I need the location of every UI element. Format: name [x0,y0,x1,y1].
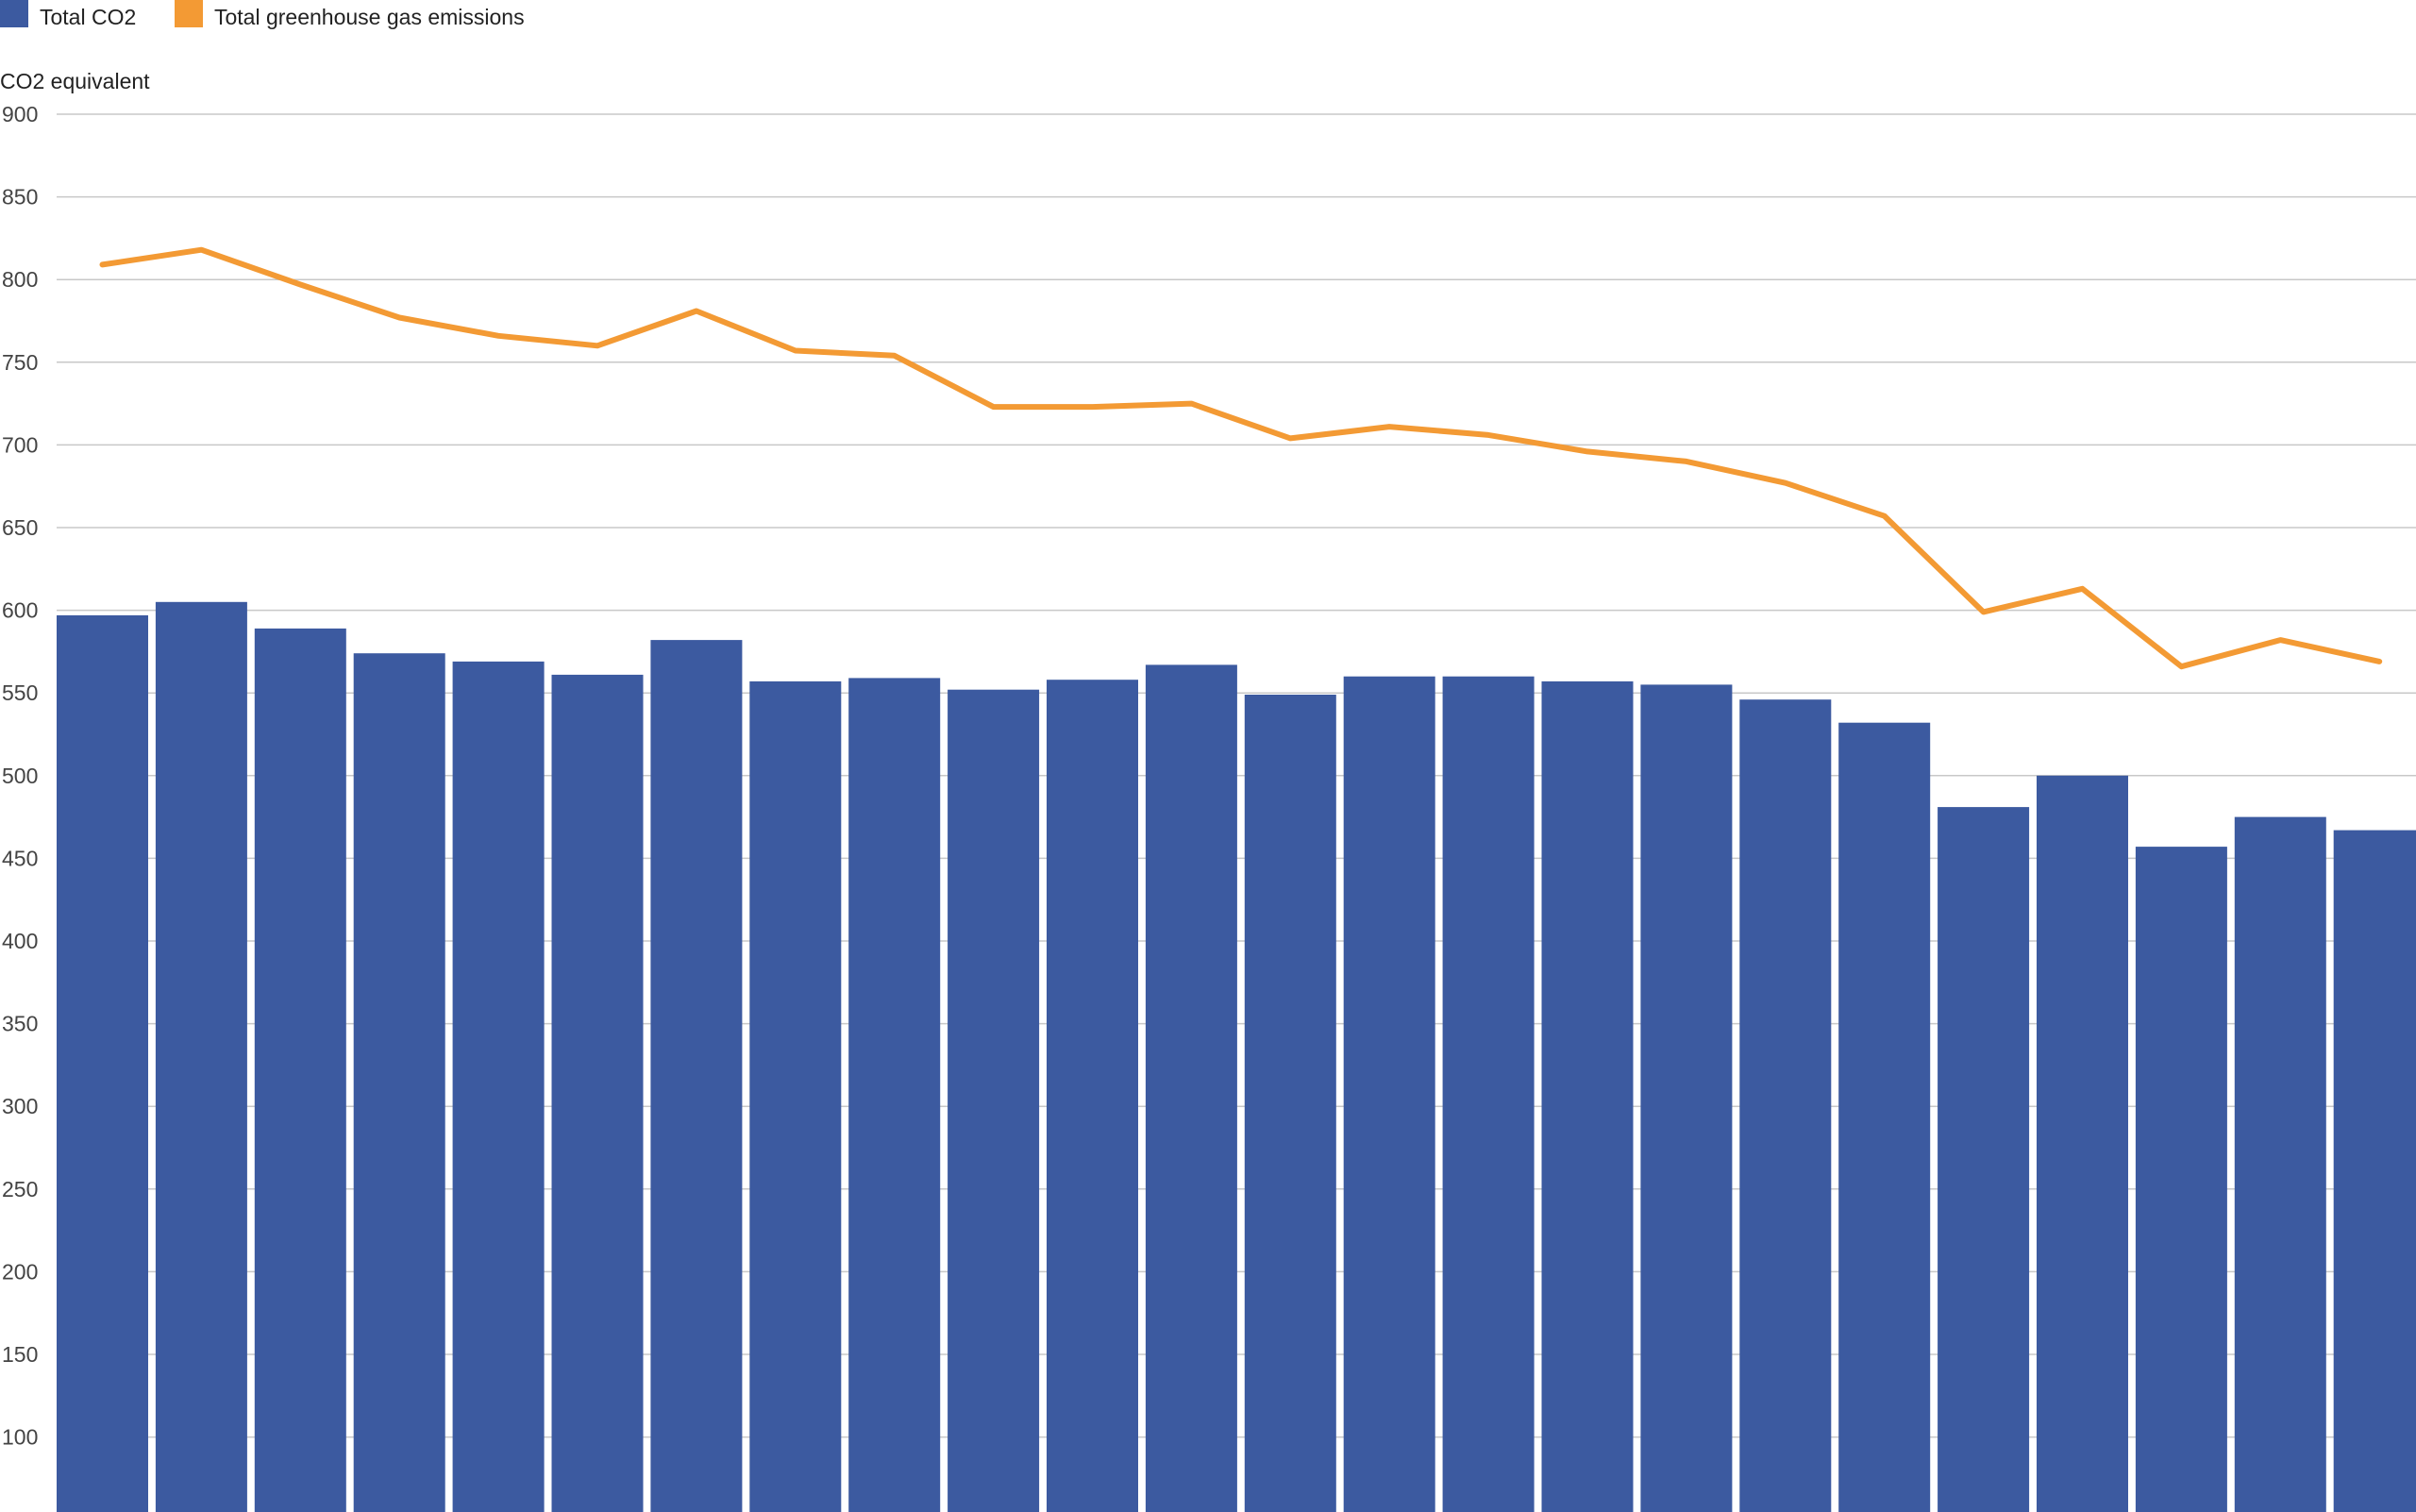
bar-total-co2-2 [155,601,247,1512]
y-tick-label-550: 550 [2,680,38,705]
y-axis-ticks: 100 150 200 250 300 350 400 450 500 550 600 650 700 7… [2,102,38,1450]
bar-total-co2-13 [1244,695,1336,1512]
y-tick-label-850: 850 [2,185,38,210]
y-tick-label-700: 700 [2,432,38,457]
bar-total-co2-10 [948,689,1040,1512]
bar-total-co2-6 [551,674,644,1512]
bar-total-co2-1 [57,614,148,1512]
y-tick-label-900: 900 [2,102,38,126]
bar-total-co2-11 [1047,680,1138,1512]
legend-label-total-co2: Total CO2 [40,5,136,29]
y-tick-label-300: 300 [2,1094,38,1118]
y-axis-title: CO2 equivalent [0,69,150,93]
line-total-ghg [99,246,2383,670]
bar-total-co2-24 [2333,830,2416,1512]
bar-total-co2-12 [1145,664,1237,1512]
y-tick-label-350: 350 [2,1012,38,1036]
line-total-ghg-path [99,246,2383,670]
bar-total-co2-7 [650,640,743,1512]
y-tick-label-600: 600 [2,598,38,623]
y-tick-label-750: 750 [2,350,38,375]
bar-total-co2-17 [1640,684,1733,1512]
legend-swatch-total-co2 [0,0,28,27]
bar-total-co2-5 [452,661,545,1512]
y-tick-label-500: 500 [2,764,38,788]
bar-total-co2-21 [2037,775,2128,1512]
y-tick-label-650: 650 [2,515,38,540]
bar-total-co2-4 [353,653,445,1512]
bar-total-co2-20 [1938,807,2030,1512]
bar-total-co2-22 [2135,847,2227,1512]
legend-label-total-ghg: Total greenhouse gas emissions [214,5,525,29]
bar-total-co2-19 [1838,722,1931,1512]
bar-total-co2-14 [1343,676,1435,1512]
y-tick-label-800: 800 [2,267,38,292]
y-tick-label-100: 100 [2,1425,38,1450]
y-tick-label-450: 450 [2,846,38,870]
bar-total-co2-15 [1442,676,1535,1512]
bar-total-co2-3 [254,628,346,1512]
legend: Total CO2 Total greenhouse gas emissions [0,0,525,29]
bar-total-co2-9 [848,678,941,1512]
bar-total-co2-16 [1541,680,1634,1512]
bar-total-co2-18 [1739,699,1832,1512]
y-tick-label-400: 400 [2,929,38,953]
y-tick-label-150: 150 [2,1342,38,1367]
legend-swatch-total-ghg [175,0,203,27]
bar-total-co2-8 [749,680,842,1512]
y-tick-label-250: 250 [2,1177,38,1201]
bar-total-co2-23 [2234,816,2326,1512]
bars-total-co2 [57,601,2416,1512]
y-tick-label-200: 200 [2,1259,38,1284]
